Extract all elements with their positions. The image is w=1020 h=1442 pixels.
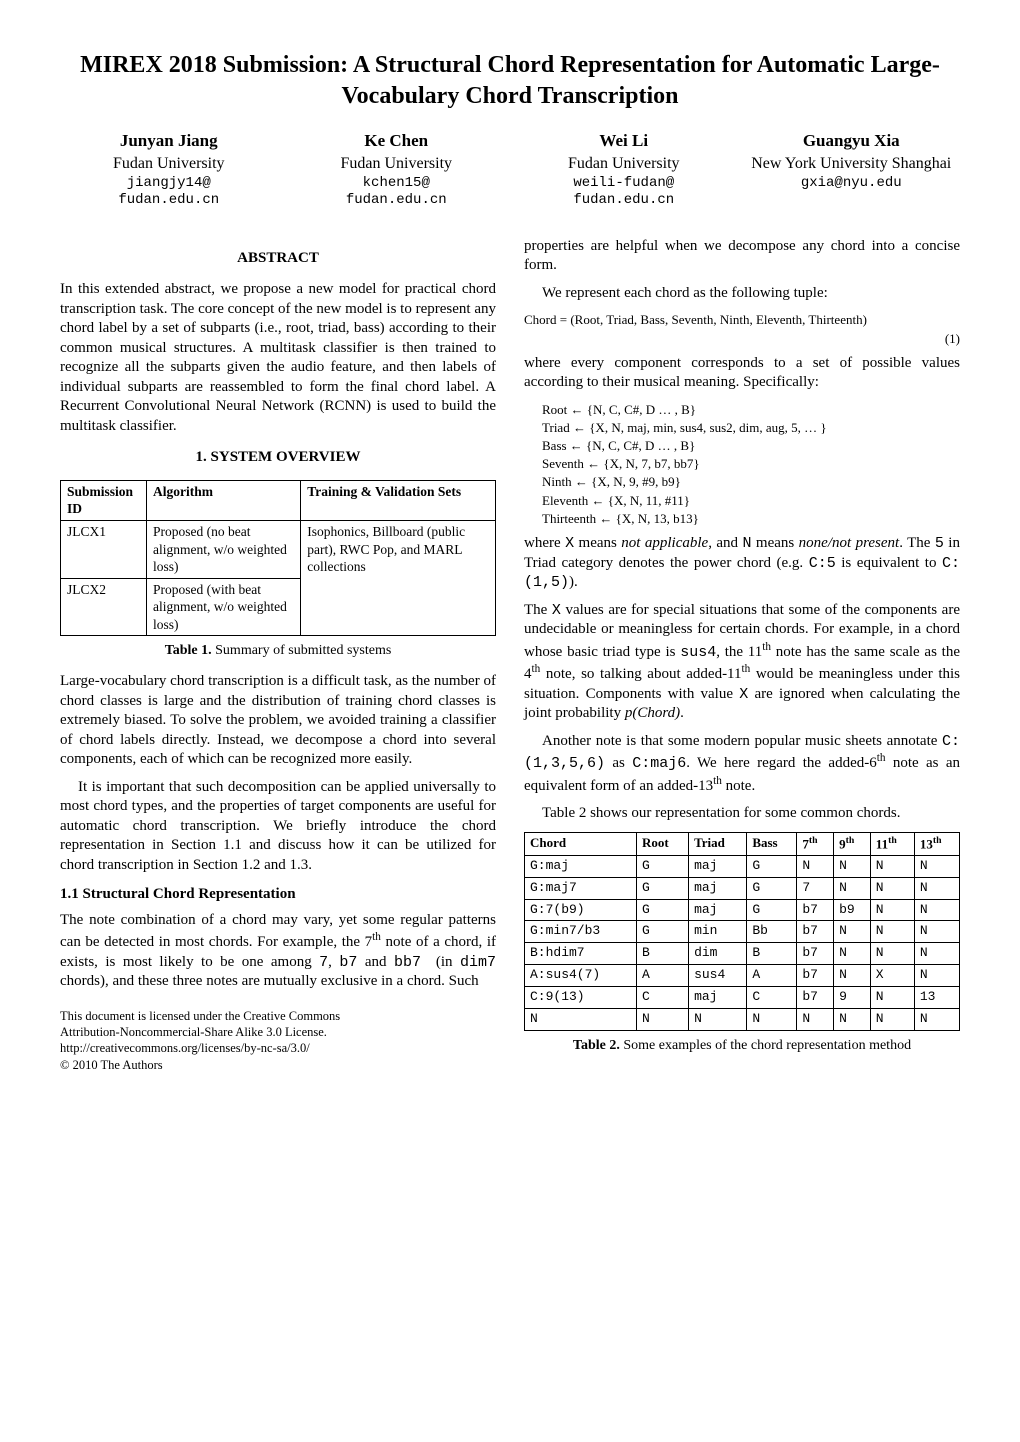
eq-triad: Triad ← {X, N, maj, min, sus4, sus2, dim… <box>542 419 960 437</box>
section-1-1-heading: 1.1 Structural Chord Representation <box>60 885 496 905</box>
eq-num: (1) <box>524 330 960 348</box>
author-affil: Fudan University <box>515 154 733 175</box>
table-row: A:sus4(7)Asus4Ab7NXN <box>525 965 960 987</box>
right-column: properties are helpful when we decompose… <box>524 237 960 1073</box>
t2-h0: Chord <box>525 832 637 855</box>
table-1: Submission ID Algorithm Training & Valid… <box>60 480 496 636</box>
t2-h1: Root <box>637 832 689 855</box>
author-3: Wei Li Fudan University weili-fudan@ fud… <box>515 130 733 208</box>
r-para-5: The X values are for special situations … <box>524 601 960 724</box>
section-1-heading: 1. SYSTEM OVERVIEW <box>60 448 496 468</box>
author-affil: New York University Shanghai <box>743 154 961 175</box>
t2-h2: Triad <box>689 832 747 855</box>
license-footer: This document is licensed under the Crea… <box>60 1008 496 1073</box>
left-column: ABSTRACT In this extended abstract, we p… <box>60 237 496 1073</box>
eq-seventh: Seventh ← {X, N, 7, b7, bb7} <box>542 455 960 473</box>
table-2-caption: Table 2. Table 2. Some examples of the c… <box>524 1037 960 1055</box>
r-para-2: We represent each chord as the following… <box>524 284 960 304</box>
t1-r0-id: JLCX1 <box>61 520 147 578</box>
r-para-4: where X means not applicable, and N mean… <box>524 534 960 593</box>
footer-line-4: © 2010 The Authors <box>60 1057 496 1073</box>
t2-h7: 13th13th <box>914 832 959 855</box>
author-email-2: fudan.edu.cn <box>515 192 733 209</box>
footer-line-2: Attribution-Noncommercial-Share Alike 3.… <box>60 1024 496 1040</box>
author-name: Ke Chen <box>288 130 506 152</box>
table-row: C:9(13)CmajCb79N13 <box>525 987 960 1009</box>
r-para-7: Table 2 shows our representation for som… <box>524 804 960 824</box>
table-row: G:maj7GmajG7NNN <box>525 877 960 899</box>
author-email-1: gxia@nyu.edu <box>743 175 961 192</box>
footer-line-1: This document is licensed under the Crea… <box>60 1008 496 1024</box>
table-row: G:7(b9)GmajGb7b9NN <box>525 899 960 921</box>
author-affil: Fudan University <box>288 154 506 175</box>
table-row: B:hdim7BdimBb7NNN <box>525 943 960 965</box>
author-email-2: fudan.edu.cn <box>288 192 506 209</box>
t2-h3: Bass <box>747 832 797 855</box>
author-affil: Fudan University <box>60 154 278 175</box>
t1-h1: Algorithm <box>147 480 301 520</box>
t1-h2: Training & Validation Sets <box>301 480 496 520</box>
t1-r1-alg: Proposed (with beat alignment, w/o weigh… <box>147 578 301 636</box>
abstract-heading: ABSTRACT <box>60 249 496 269</box>
author-1: Junyan Jiang Fudan University jiangjy14@… <box>60 130 278 208</box>
t1-r0-alg: Proposed (no beat alignment, w/o weighte… <box>147 520 301 578</box>
table-2: Chord Root Triad Bass 7th7th 9th9th 11th… <box>524 832 960 1031</box>
two-column-body: ABSTRACT In this extended abstract, we p… <box>60 237 960 1073</box>
table-row: NNNNNNNN <box>525 1009 960 1031</box>
abstract-text: In this extended abstract, we propose a … <box>60 280 496 436</box>
r-para-6: Another note is that some modern popular… <box>524 732 960 797</box>
t2-h5: 9th9th <box>834 832 871 855</box>
para-1: Large-vocabulary chord transcription is … <box>60 672 496 770</box>
t1-train: Isophonics, Billboard (public part), RWC… <box>301 520 496 635</box>
r-para-3: where every component corresponds to a s… <box>524 354 960 393</box>
eq-thirteenth: Thirteenth ← {X, N, 13, b13} <box>542 510 960 528</box>
t2-h6: 11th11th <box>870 832 914 855</box>
table-row: G:min7/b3GminBbb7NNN <box>525 921 960 943</box>
author-name: Junyan Jiang <box>60 130 278 152</box>
table-row: G:majGmajGNNNN <box>525 855 960 877</box>
author-email-2: fudan.edu.cn <box>60 192 278 209</box>
author-4: Guangyu Xia New York University Shanghai… <box>743 130 961 208</box>
t1-r1-id: JLCX2 <box>61 578 147 636</box>
para-2: It is important that such decomposition … <box>60 778 496 876</box>
eq-bass: Bass ← {N, C, C#, D … , B} <box>542 437 960 455</box>
equation-block: Root ← {N, C, C#, D … , B} Triad ← {X, N… <box>524 401 960 528</box>
author-email-1: weili-fudan@ <box>515 175 733 192</box>
t2-h4: 7th7th <box>797 832 834 855</box>
paper-title: MIREX 2018 Submission: A Structural Chor… <box>60 50 960 112</box>
eq-root: Root ← {N, C, C#, D … , B} <box>542 401 960 419</box>
author-name: Guangyu Xia <box>743 130 961 152</box>
author-2: Ke Chen Fudan University kchen15@ fudan.… <box>288 130 506 208</box>
r-para-1: properties are helpful when we decompose… <box>524 237 960 276</box>
footer-line-3: http://creativecommons.org/licenses/by-n… <box>60 1040 496 1056</box>
equation-1: Chord = (Root, Triad, Bass, Seventh, Nin… <box>524 311 960 347</box>
authors-row: Junyan Jiang Fudan University jiangjy14@… <box>60 130 960 208</box>
eq-ninth: Ninth ← {X, N, 9, #9, b9} <box>542 473 960 491</box>
table-1-caption: Table 1. Table 1. Summary of submitted s… <box>60 642 496 660</box>
para-3: The note combination of a chord may vary… <box>60 911 496 992</box>
author-email-1: kchen15@ <box>288 175 506 192</box>
author-email-1: jiangjy14@ <box>60 175 278 192</box>
t1-h0: Submission ID <box>61 480 147 520</box>
author-name: Wei Li <box>515 130 733 152</box>
eq-eleventh: Eleventh ← {X, N, 11, #11} <box>542 492 960 510</box>
